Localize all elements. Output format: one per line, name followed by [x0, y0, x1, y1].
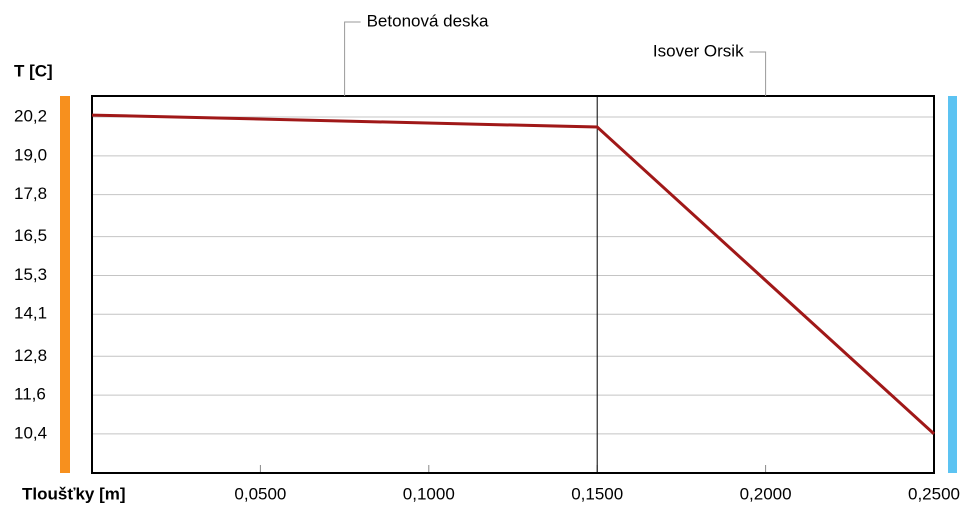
- layer-leader: [344, 21, 361, 96]
- layer-leader: [749, 51, 767, 96]
- y-tick-label: 11,6: [14, 385, 46, 404]
- y-tick-label: 10,4: [14, 423, 47, 442]
- x-tick-label: 0,2000: [740, 484, 792, 503]
- y-tick-label: 16,5: [14, 226, 47, 245]
- layer-label: Betonová deska: [367, 11, 489, 30]
- x-tick-label: 0,1500: [571, 484, 623, 503]
- y-tick-label: 17,8: [14, 184, 47, 203]
- y-axis-label: T [C]: [14, 61, 53, 80]
- layer-label: Isover Orsik: [653, 41, 744, 60]
- y-tick-label: 15,3: [14, 265, 47, 284]
- right-bar: [948, 96, 957, 473]
- x-tick-label: 0,1000: [403, 484, 455, 503]
- y-tick-label: 12,8: [14, 346, 47, 365]
- y-tick-label: 19,0: [14, 145, 47, 164]
- data-line: [91, 113, 936, 435]
- left-bar: [60, 96, 70, 473]
- x-axis-label: Tloušťky [m]: [22, 484, 126, 503]
- x-tick-label: 0,0500: [234, 484, 286, 503]
- y-tick-label: 14,1: [14, 304, 47, 323]
- y-tick-label: 20,2: [14, 107, 47, 126]
- x-tick-label: 0,2500: [908, 484, 960, 503]
- plot-frame: [91, 95, 935, 474]
